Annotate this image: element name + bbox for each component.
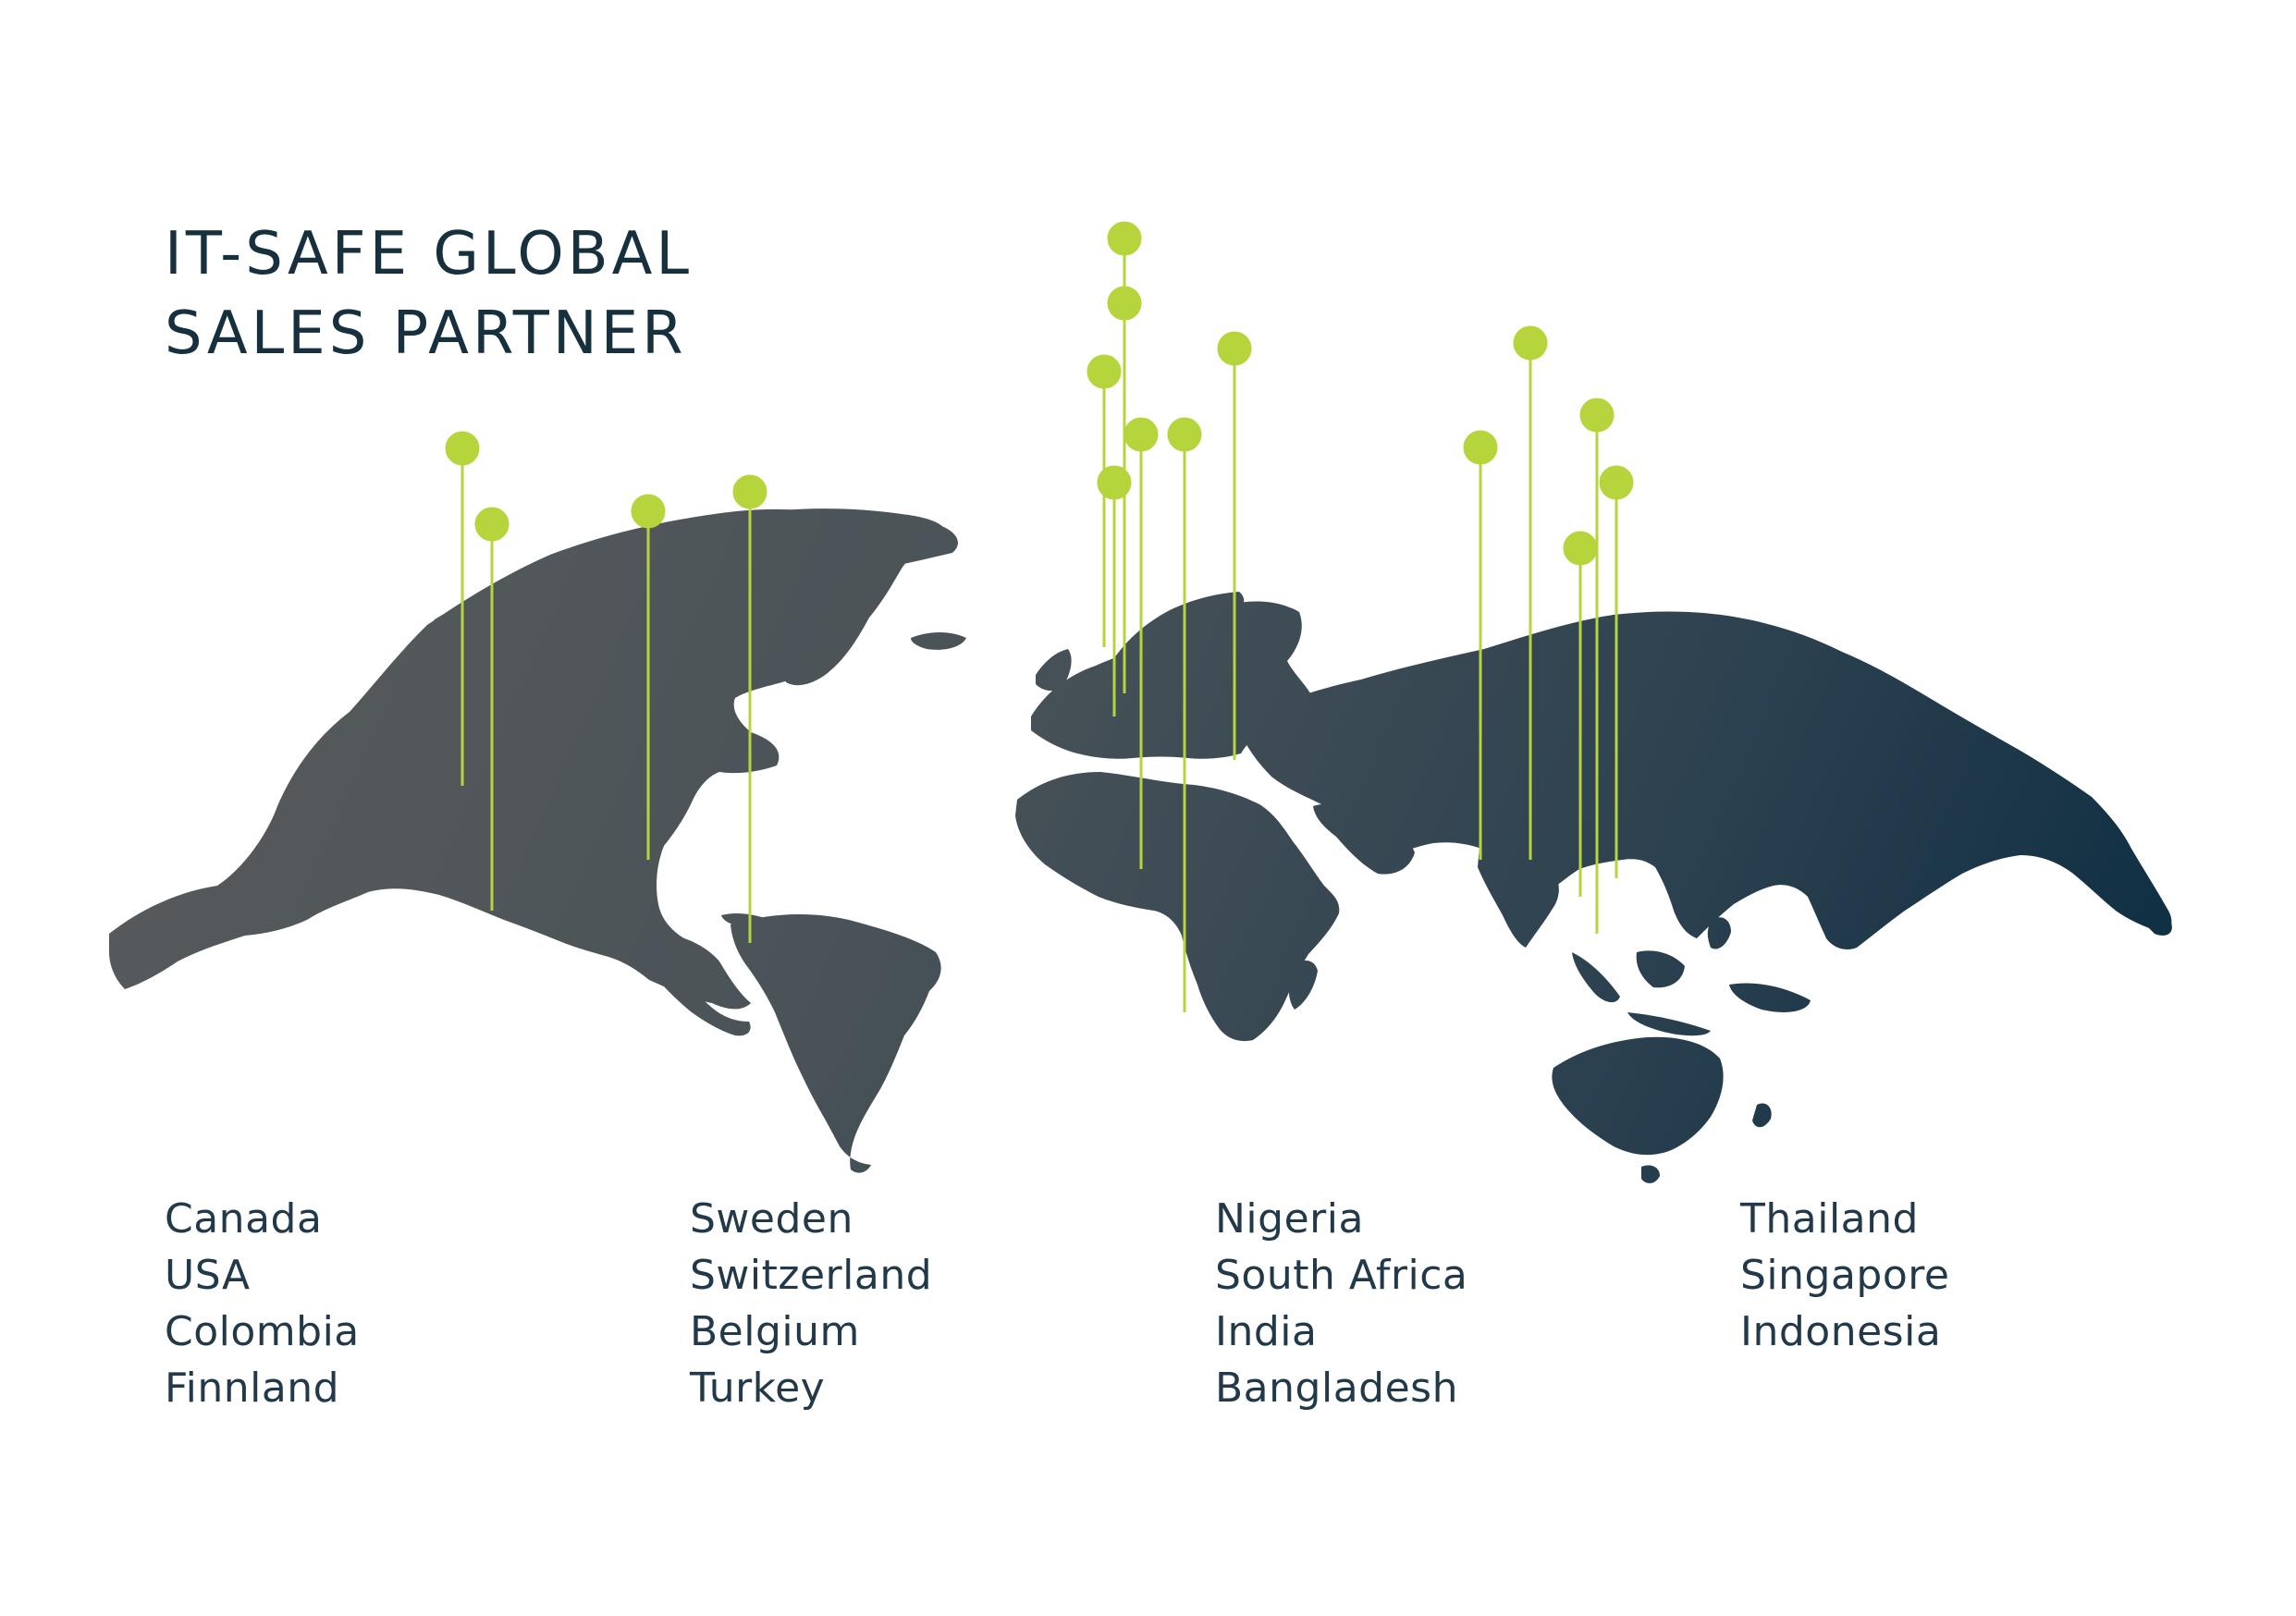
country-list-column-1: Canada USA Colombia Finnland [165, 1191, 360, 1416]
pin-9 [1123, 417, 1159, 869]
pin-14 [1579, 398, 1615, 934]
country-list-column-3: Nigeria South Africa India Bangladesh [1215, 1191, 1467, 1416]
land-madagascar [1288, 960, 1318, 1010]
land-borneo [1636, 950, 1685, 988]
page-title: IT-SAFE GLOBAL SALES PARTNER [165, 214, 693, 373]
country-item: Bangladesh [1215, 1365, 1458, 1412]
land-east-tip [2122, 888, 2172, 936]
land-new-zealand [1752, 1103, 1772, 1128]
country-item: Colombia [165, 1308, 360, 1355]
pin-16 [1563, 531, 1598, 897]
pin-7 [1087, 354, 1122, 647]
country-item: Thailand [1740, 1195, 1919, 1243]
pin-4 [732, 474, 767, 943]
title-line-1: IT-SAFE GLOBAL [165, 220, 694, 288]
pin-3 [631, 494, 666, 860]
country-list-column-2: Sweden Switzerland Belgium Turkey [690, 1191, 932, 1416]
country-item: Nigeria [1215, 1195, 1364, 1243]
country-item: India [1215, 1308, 1318, 1355]
country-item: Indonesia [1740, 1308, 1942, 1355]
land-iceland [911, 632, 966, 650]
land-tasmania [1641, 1165, 1660, 1183]
land-india [1478, 845, 1559, 948]
country-list-column-4: Thailand Singapore Indonesia [1740, 1191, 1949, 1360]
land-sumatra [1572, 952, 1620, 1003]
pin-12 [1463, 430, 1498, 860]
landmasses [109, 508, 2172, 1183]
land-uk [1036, 649, 1072, 692]
partner-pins [445, 221, 1634, 1012]
land-south-america [731, 913, 941, 1173]
land-central-america [629, 943, 751, 1036]
country-item: Switzerland [690, 1252, 933, 1299]
land-canadian-islands [431, 592, 579, 647]
land-philippines [1707, 917, 1731, 949]
country-item: USA [165, 1252, 251, 1299]
pin-8 [1097, 465, 1132, 716]
land-new-guinea [1729, 983, 1811, 1012]
land-asia [1239, 611, 2172, 949]
land-scandinavia [1114, 592, 1245, 681]
pin-6 [1107, 286, 1142, 693]
land-java [1627, 1012, 1711, 1036]
country-item: Sweden [690, 1195, 853, 1243]
country-item: Canada [165, 1195, 323, 1243]
title-line-2: SALES PARTNER [165, 300, 687, 368]
land-africa [1015, 772, 1340, 1042]
pin-11 [1217, 331, 1252, 760]
land-north-america [109, 508, 958, 1010]
pin-10 [1167, 417, 1202, 1012]
country-item: Singapore [1740, 1252, 1950, 1299]
pin-2 [474, 507, 510, 911]
pin-13 [1513, 325, 1548, 860]
country-item: Belgium [690, 1308, 860, 1355]
land-greenland [638, 508, 946, 686]
pin-15 [1599, 465, 1634, 878]
land-australia [1552, 1036, 1724, 1156]
land-baffin [590, 639, 688, 693]
country-item: South Africa [1215, 1252, 1468, 1299]
country-item: Turkey [690, 1365, 826, 1412]
pin-1 [445, 431, 480, 786]
land-japan [2034, 782, 2076, 845]
land-arabia [1313, 802, 1415, 875]
country-item: Finnland [165, 1365, 340, 1412]
